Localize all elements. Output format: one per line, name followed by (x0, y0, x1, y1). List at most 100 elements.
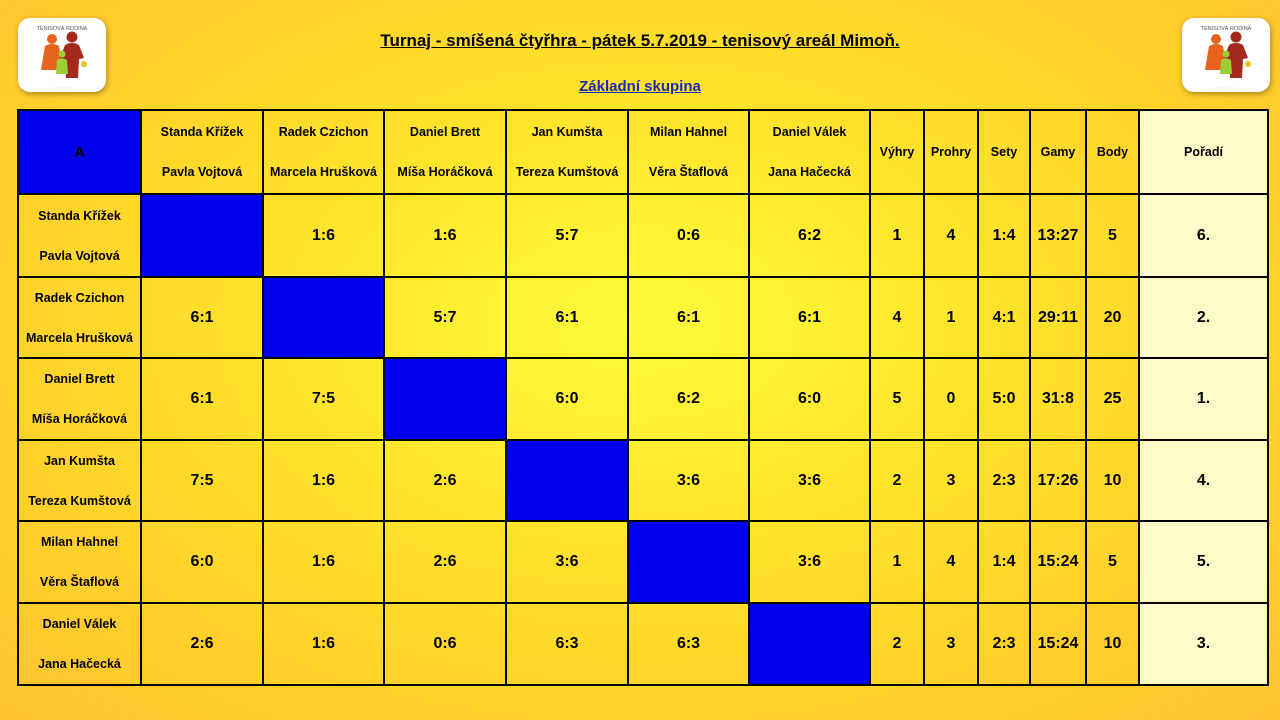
losses-cell: 4 (923, 193, 979, 278)
losses-cell: 0 (923, 357, 979, 441)
losses-cell: 1 (923, 276, 979, 359)
column-team-header: Daniel Brett Míša Horáčková (383, 109, 507, 195)
diagonal-cell (505, 439, 629, 522)
games-cell: 31:8 (1029, 357, 1087, 441)
score-cell: 0:6 (627, 193, 750, 278)
page-title: Turnaj - smíšená čtyřhra - pátek 5.7.201… (380, 31, 900, 50)
score-cell: 2:6 (383, 439, 507, 522)
table-row: Standa Křížek Pavla Vojtová 1:6 1:6 5:7 0:6 6:… (17, 193, 1269, 278)
diagonal-cell (140, 193, 264, 278)
score-cell: 6:1 (748, 276, 871, 359)
score-cell: 1:6 (262, 520, 385, 604)
score-cell: 7:5 (140, 439, 264, 522)
rank-header: Pořadí (1138, 109, 1269, 195)
losses-cell: 4 (923, 520, 979, 604)
score-cell: 3:6 (748, 439, 871, 522)
wins-cell: 2 (869, 439, 925, 522)
column-team-header: Daniel Válek Jana Hačecká (748, 109, 871, 195)
player-name: Pavla Vojtová (39, 248, 120, 263)
score-cell: 6:3 (627, 602, 750, 686)
games-header: Gamy (1029, 109, 1087, 195)
score-cell: 6:1 (627, 276, 750, 359)
wins-header: Výhry (869, 109, 925, 195)
row-team-name: Daniel Válek Jana Hačecká (17, 602, 142, 686)
wins-cell: 5 (869, 357, 925, 441)
wins-cell: 2 (869, 602, 925, 686)
points-cell: 5 (1085, 520, 1140, 604)
diagonal-cell (627, 520, 750, 604)
rank-cell: 2. (1138, 276, 1269, 359)
score-cell: 5:7 (383, 276, 507, 359)
player-name: Milan Hahnel (40, 535, 119, 549)
games-cell: 17:26 (1029, 439, 1087, 522)
diagonal-cell (383, 357, 507, 441)
player-name: Marcela Hrušková (25, 330, 133, 345)
games-cell: 15:24 (1029, 520, 1087, 604)
header-row: A Standa Křížek Pavla Vojtová Radek Czich… (17, 109, 1269, 195)
score-cell: 1:6 (262, 439, 385, 522)
results-table: A Standa Křížek Pavla Vojtová Radek Czich… (17, 109, 1269, 686)
score-cell: 2:6 (140, 602, 264, 686)
row-team-name: Daniel Brett Míša Horáčková (17, 357, 142, 441)
column-team-header: Milan Hahnel Věra Štaflová (627, 109, 750, 195)
games-cell: 13:27 (1029, 193, 1087, 278)
player-name: Věra Štaflová (39, 575, 120, 589)
rank-cell: 4. (1138, 439, 1269, 522)
row-team-name: Milan Hahnel Věra Štaflová (17, 520, 142, 604)
row-team-name: Radek Czichon Marcela Hrušková (17, 276, 142, 359)
svg-text:TENISOVÁ RODINA: TENISOVÁ RODINA (1201, 25, 1252, 32)
wins-cell: 4 (869, 276, 925, 359)
tennis-family-logo-left: TENISOVÁ RODINA . . . . . . . . . (18, 18, 106, 92)
points-cell: 10 (1085, 439, 1140, 522)
score-cell: 6:0 (505, 357, 629, 441)
points-header: Body (1085, 109, 1140, 195)
diagonal-cell (748, 602, 871, 686)
player-name: Radek Czichon (34, 290, 125, 305)
player-name: Míša Horáčková (31, 412, 128, 426)
diagonal-cell (262, 276, 385, 359)
sets-cell: 2:3 (977, 439, 1031, 522)
score-cell: 6:1 (140, 276, 264, 359)
score-cell: 3:6 (627, 439, 750, 522)
player-name: Jana Hačecká (38, 657, 121, 671)
table-row: Daniel Válek Jana Hačecká 2:6 1:6 0:6 6:3 6:3 2… (17, 602, 1269, 686)
score-cell: 3:6 (505, 520, 629, 604)
wins-cell: 1 (869, 520, 925, 604)
column-team-header: Jan Kumšta Tereza Kumštová (505, 109, 629, 195)
sets-cell: 5:0 (977, 357, 1031, 441)
score-cell: 3:6 (748, 520, 871, 604)
table-row: Radek Czichon Marcela Hrušková 6:1 5:7 6:1 6:… (17, 276, 1269, 359)
score-cell: 1:6 (383, 193, 507, 278)
score-cell: 7:5 (262, 357, 385, 441)
score-cell: 6:1 (140, 357, 264, 441)
svg-text:. . . . . . . . .: . . . . . . . . . (1217, 84, 1236, 89)
points-cell: 10 (1085, 602, 1140, 686)
score-cell: 6:3 (505, 602, 629, 686)
points-cell: 5 (1085, 193, 1140, 278)
score-cell: 1:6 (262, 193, 385, 278)
column-team-header: Standa Křížek Pavla Vojtová (140, 109, 264, 195)
rank-cell: 6. (1138, 193, 1269, 278)
sets-cell: 1:4 (977, 193, 1031, 278)
rank-cell: 1. (1138, 357, 1269, 441)
games-cell: 15:24 (1029, 602, 1087, 686)
player-name: Tereza Kumštová (28, 493, 131, 508)
sets-cell: 1:4 (977, 520, 1031, 604)
player-name: Daniel Brett (44, 372, 115, 386)
table-row: Daniel Brett Míša Horáčková 6:1 7:5 6:0 6:2 6:… (17, 357, 1269, 441)
sets-cell: 2:3 (977, 602, 1031, 686)
table-row: Milan Hahnel Věra Štaflová 6:0 1:6 2:6 3:6 3:6… (17, 520, 1269, 604)
svg-text:. . . . . . . . .: . . . . . . . . . (53, 84, 72, 89)
score-cell: 1:6 (262, 602, 385, 686)
losses-cell: 3 (923, 602, 979, 686)
games-cell: 29:11 (1029, 276, 1087, 359)
player-name: Daniel Válek (42, 617, 117, 631)
losses-cell: 3 (923, 439, 979, 522)
tennis-family-logo-right: TENISOVÁ RODINA . . . . . . . . . (1182, 18, 1270, 92)
score-cell: 6:0 (748, 357, 871, 441)
column-team-header: Radek Czichon Marcela Hrušková (262, 109, 385, 195)
score-cell: 6:0 (140, 520, 264, 604)
points-cell: 20 (1085, 276, 1140, 359)
group-label: A (17, 109, 142, 195)
rank-cell: 3. (1138, 602, 1269, 686)
